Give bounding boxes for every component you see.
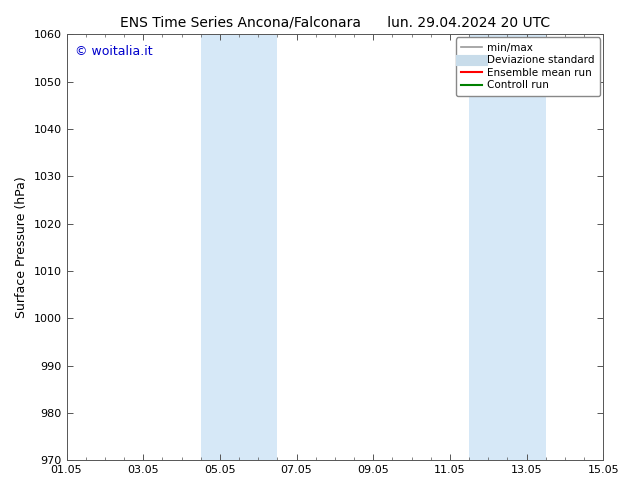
Legend: min/max, Deviazione standard, Ensemble mean run, Controll run: min/max, Deviazione standard, Ensemble m…	[456, 37, 600, 96]
Bar	[201, 34, 277, 460]
Title: ENS Time Series Ancona/Falconara      lun. 29.04.2024 20 UTC: ENS Time Series Ancona/Falconara lun. 29…	[120, 15, 550, 29]
Bar	[469, 34, 546, 460]
Y-axis label: Surface Pressure (hPa): Surface Pressure (hPa)	[15, 176, 28, 318]
Text: © woitalia.it: © woitalia.it	[75, 45, 152, 58]
